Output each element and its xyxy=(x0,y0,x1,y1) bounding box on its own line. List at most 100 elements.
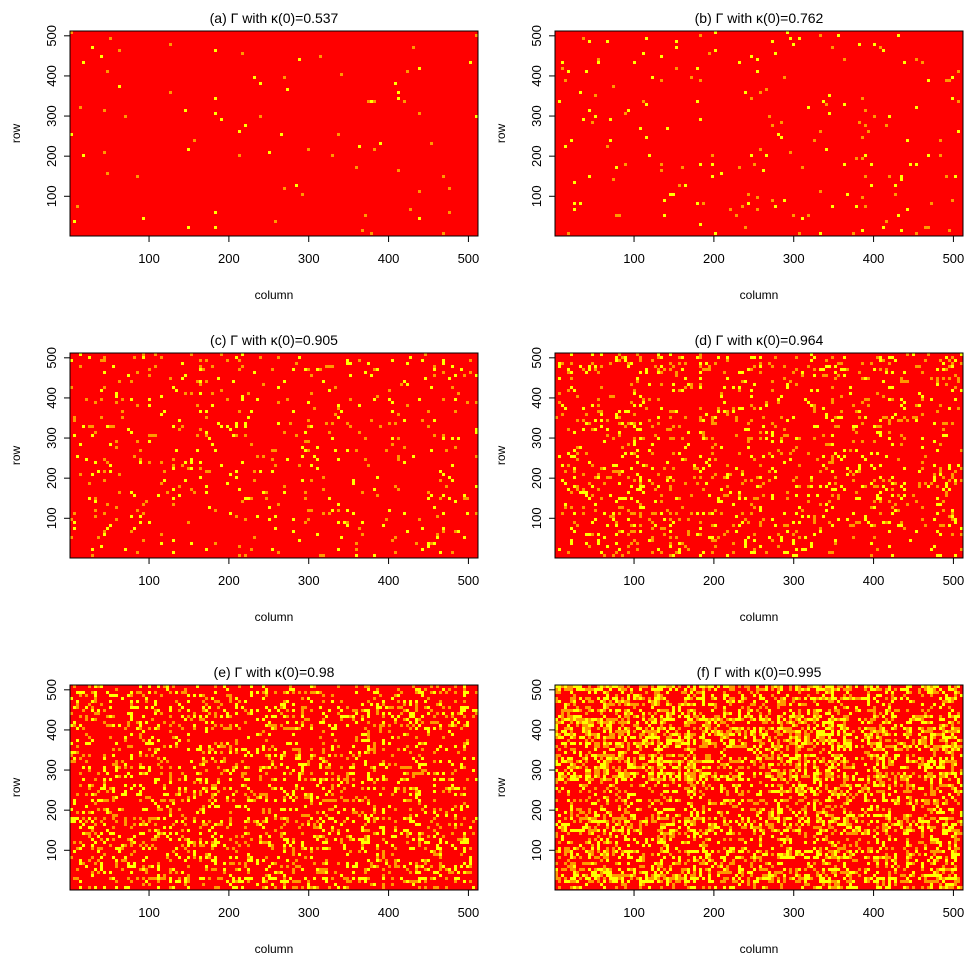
heatmap-cell xyxy=(421,838,424,841)
heatmap-cell xyxy=(160,712,163,715)
heatmap-cell xyxy=(349,772,352,775)
heatmap-cell xyxy=(361,877,364,880)
heatmap-cell xyxy=(567,832,570,835)
heatmap-cell xyxy=(346,509,349,512)
heatmap-cell xyxy=(651,718,654,721)
heatmap-cell xyxy=(343,799,346,802)
heatmap-cell xyxy=(576,688,579,691)
heatmap-cell xyxy=(238,368,241,371)
heatmap-cell xyxy=(876,392,879,395)
heatmap-cell xyxy=(151,718,154,721)
heatmap-cell xyxy=(840,458,843,461)
heatmap-cell xyxy=(585,817,588,820)
heatmap-cell xyxy=(657,736,660,739)
heatmap-cell xyxy=(139,515,142,518)
heatmap-cell xyxy=(136,877,139,880)
heatmap-cell xyxy=(433,374,436,377)
heatmap-cell xyxy=(612,766,615,769)
heatmap-cell xyxy=(756,476,759,479)
heatmap-cell xyxy=(639,808,642,811)
heatmap-cell xyxy=(630,512,633,515)
heatmap-cell xyxy=(621,356,624,359)
heatmap-cell xyxy=(618,497,621,500)
heatmap-cell xyxy=(298,754,301,757)
heatmap-cell xyxy=(642,742,645,745)
heatmap-cell xyxy=(292,862,295,865)
heatmap-cell xyxy=(612,718,615,721)
heatmap-cell xyxy=(573,694,576,697)
heatmap-cell xyxy=(642,697,645,700)
heatmap-cell xyxy=(567,778,570,781)
heatmap-cell xyxy=(876,425,879,428)
heatmap-cell xyxy=(573,208,576,211)
heatmap-cell xyxy=(666,127,669,130)
heatmap-cell xyxy=(867,130,870,133)
heatmap-cell xyxy=(73,419,76,422)
heatmap-cell xyxy=(406,724,409,727)
heatmap-cell xyxy=(346,757,349,760)
heatmap-cell xyxy=(433,817,436,820)
heatmap-cell xyxy=(609,703,612,706)
heatmap-cell xyxy=(780,136,783,139)
heatmap-cell xyxy=(657,371,660,374)
heatmap-cell xyxy=(576,760,579,763)
heatmap-cell xyxy=(361,703,364,706)
heatmap-cell xyxy=(232,877,235,880)
heatmap-cell xyxy=(100,416,103,419)
heatmap-cell xyxy=(633,760,636,763)
heatmap-cell xyxy=(310,796,313,799)
heatmap-cell xyxy=(466,706,469,709)
heatmap-cell xyxy=(648,733,651,736)
heatmap-cell xyxy=(112,799,115,802)
heatmap-cell xyxy=(205,410,208,413)
heatmap-cell xyxy=(573,874,576,877)
heatmap-cell xyxy=(367,739,370,742)
heatmap-cell xyxy=(594,826,597,829)
heatmap-cell xyxy=(639,829,642,832)
y-tick-label: 400 xyxy=(529,65,544,87)
heatmap-cell xyxy=(900,497,903,500)
heatmap-cell xyxy=(376,832,379,835)
heatmap-cell xyxy=(433,871,436,874)
heatmap-cell xyxy=(373,724,376,727)
heatmap-cell xyxy=(585,826,588,829)
heatmap-cell xyxy=(591,778,594,781)
heatmap-cell xyxy=(657,835,660,838)
heatmap-cell xyxy=(130,766,133,769)
heatmap-cell xyxy=(927,485,930,488)
heatmap-cell xyxy=(948,488,951,491)
heatmap-cell xyxy=(774,425,777,428)
heatmap-cell xyxy=(265,715,268,718)
heatmap-cell xyxy=(630,766,633,769)
heatmap-cell xyxy=(606,697,609,700)
heatmap-cell xyxy=(891,386,894,389)
heatmap-cell xyxy=(699,386,702,389)
heatmap-cell xyxy=(801,374,804,377)
heatmap-cell xyxy=(424,886,427,889)
heatmap-cell xyxy=(882,485,885,488)
heatmap-cell xyxy=(843,163,846,166)
heatmap-cell xyxy=(91,856,94,859)
heatmap-cell xyxy=(645,103,648,106)
heatmap-cell xyxy=(139,844,142,847)
heatmap-cell xyxy=(403,703,406,706)
heatmap-cell xyxy=(403,766,406,769)
y-axis-label: row xyxy=(9,778,23,798)
heatmap-cell xyxy=(382,808,385,811)
heatmap-cell xyxy=(663,518,666,521)
heatmap-cell xyxy=(439,479,442,482)
heatmap-cell xyxy=(936,380,939,383)
heatmap-cell xyxy=(244,805,247,808)
heatmap-cell xyxy=(115,796,118,799)
heatmap-cell xyxy=(597,410,600,413)
heatmap-cell xyxy=(448,706,451,709)
heatmap-cell xyxy=(777,533,780,536)
heatmap-cell xyxy=(244,766,247,769)
heatmap-cell xyxy=(768,362,771,365)
heatmap-cell xyxy=(738,389,741,392)
heatmap-cell xyxy=(864,154,867,157)
heatmap-cell xyxy=(319,778,322,781)
heatmap-cell xyxy=(576,485,579,488)
heatmap-cell xyxy=(292,748,295,751)
